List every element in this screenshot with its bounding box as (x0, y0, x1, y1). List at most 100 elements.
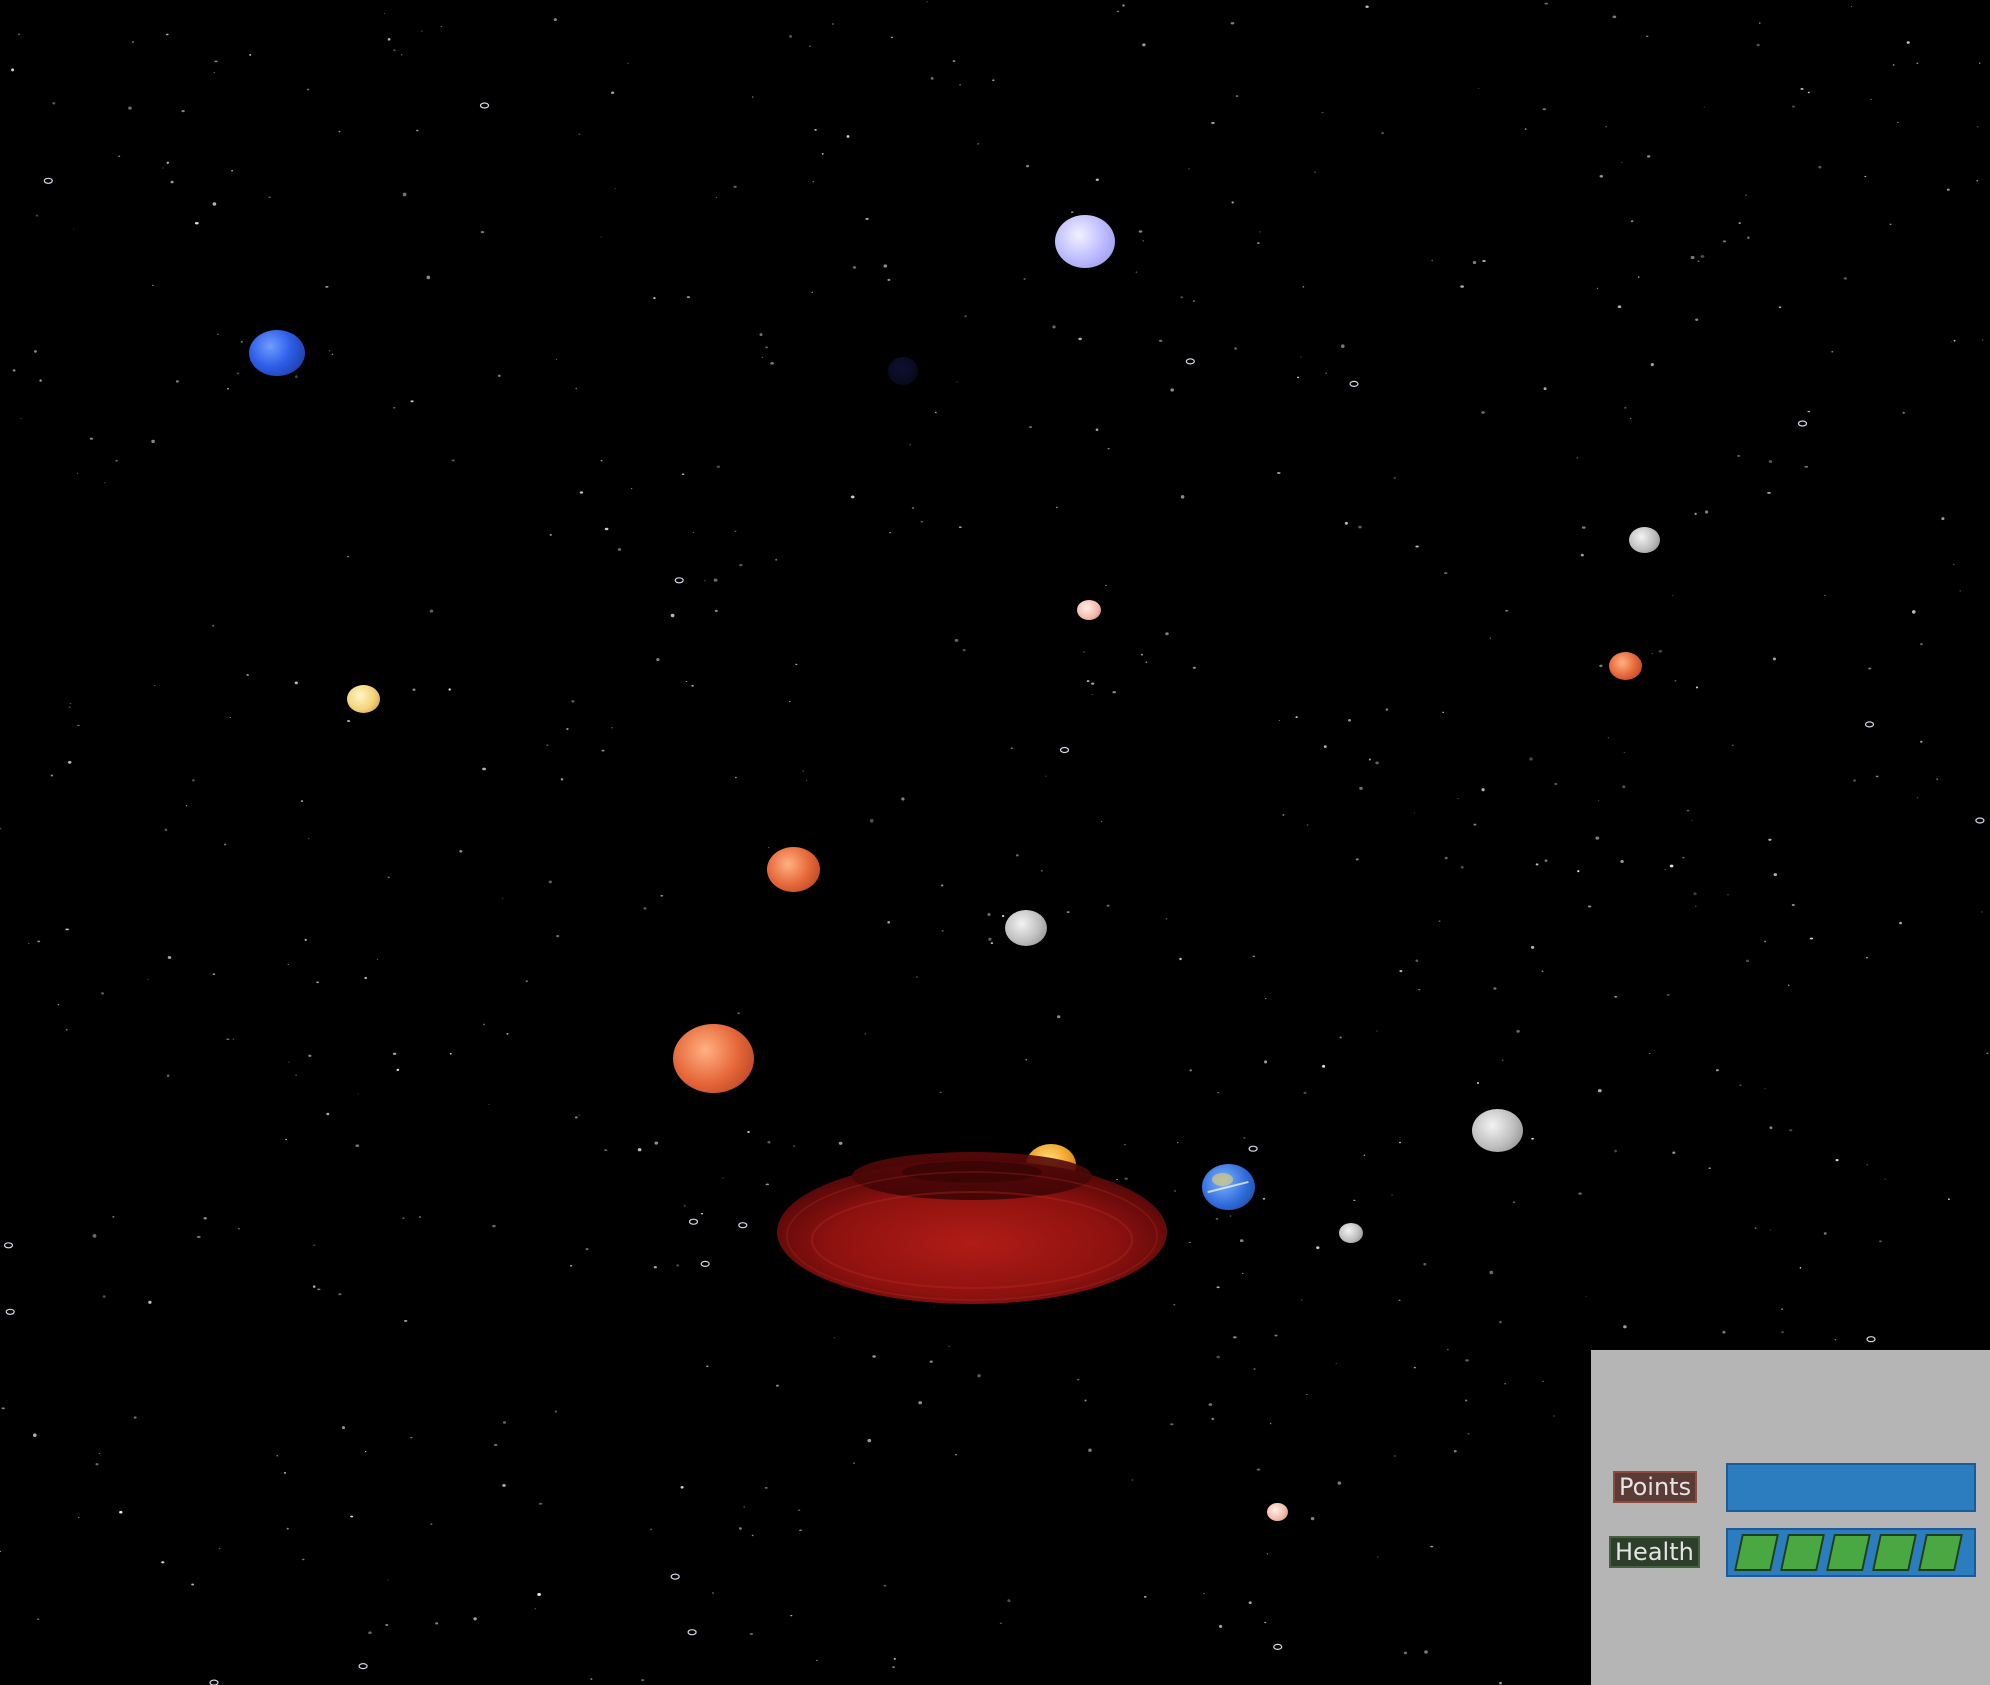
grey-moon-tiny (1339, 1223, 1363, 1243)
star (1767, 491, 1771, 494)
star (347, 719, 351, 723)
star (232, 1038, 235, 1040)
star (1165, 632, 1169, 636)
star (1025, 164, 1030, 168)
health-segment (1872, 1534, 1917, 1571)
star (1884, 1178, 1887, 1180)
star (653, 296, 656, 300)
star (1481, 411, 1485, 414)
star (316, 981, 320, 984)
star (77, 724, 80, 727)
star (32, 1433, 37, 1437)
star (1666, 994, 1670, 996)
star (1276, 471, 1281, 475)
star (1597, 1089, 1602, 1093)
star (1916, 797, 1919, 799)
star (231, 169, 234, 172)
star (1577, 870, 1580, 873)
star (1088, 1448, 1092, 1452)
star (806, 779, 808, 781)
distant-asteroid (5, 1308, 15, 1315)
star (790, 1614, 793, 1617)
star (1529, 757, 1533, 761)
star (579, 491, 584, 494)
star (811, 291, 814, 293)
star (1052, 325, 1056, 329)
star (57, 1004, 60, 1006)
star (1145, 661, 1148, 663)
star (1142, 43, 1146, 47)
star (203, 1217, 207, 1220)
star (1607, 737, 1609, 739)
star (191, 779, 195, 782)
star (852, 266, 857, 269)
player-torus-ship[interactable] (770, 1140, 1174, 1320)
star (1095, 428, 1099, 432)
star (11, 68, 15, 72)
star (1165, 918, 1168, 920)
star (1106, 904, 1110, 907)
star (1595, 836, 1600, 840)
star (1170, 388, 1174, 392)
star (1211, 1417, 1215, 1421)
star (392, 1052, 397, 1056)
star (1959, 590, 1961, 592)
star (35, 214, 39, 217)
uranus-planet (1055, 215, 1115, 268)
star (1091, 694, 1093, 696)
star (1902, 412, 1905, 414)
star (1623, 1325, 1627, 1329)
star (934, 411, 937, 414)
distant-asteroid (209, 1679, 219, 1685)
distant-asteroid (1185, 358, 1195, 365)
star (795, 663, 798, 666)
star (494, 1443, 498, 1447)
star (212, 625, 215, 627)
star (1544, 2, 1549, 5)
star (1472, 260, 1477, 265)
star (555, 358, 558, 360)
star (268, 196, 271, 198)
star (69, 703, 72, 705)
star (1916, 62, 1919, 65)
star (33, 350, 37, 353)
star (641, 1679, 645, 1682)
star (1499, 1321, 1502, 1324)
star (789, 34, 793, 38)
star (767, 1141, 771, 1144)
star (1381, 132, 1384, 134)
star (1637, 276, 1640, 278)
grey-moon-large (1472, 1109, 1523, 1152)
star (883, 1584, 887, 1587)
star (331, 353, 334, 355)
star (1105, 584, 1107, 586)
star (901, 797, 905, 801)
star (0, 1550, 2, 1553)
star (1359, 786, 1363, 791)
star (148, 1300, 152, 1304)
star (1499, 1681, 1502, 1685)
star (1353, 1199, 1356, 1202)
star (1363, 1154, 1366, 1156)
star (872, 1355, 876, 1358)
star (1489, 637, 1492, 639)
star (1489, 1270, 1494, 1275)
star (1143, 1596, 1147, 1598)
star (1831, 351, 1834, 353)
star (1737, 454, 1741, 457)
star (574, 1116, 578, 1119)
star (802, 770, 804, 772)
star (1630, 220, 1634, 223)
star (355, 1144, 360, 1148)
star (1738, 222, 1741, 224)
star (680, 1485, 684, 1489)
star (65, 1028, 68, 1031)
star (1203, 1593, 1205, 1595)
star (637, 1148, 642, 1152)
star (65, 928, 69, 931)
star (765, 1183, 770, 1186)
star (933, 1306, 935, 1308)
star (1323, 745, 1327, 748)
star (798, 1529, 803, 1532)
